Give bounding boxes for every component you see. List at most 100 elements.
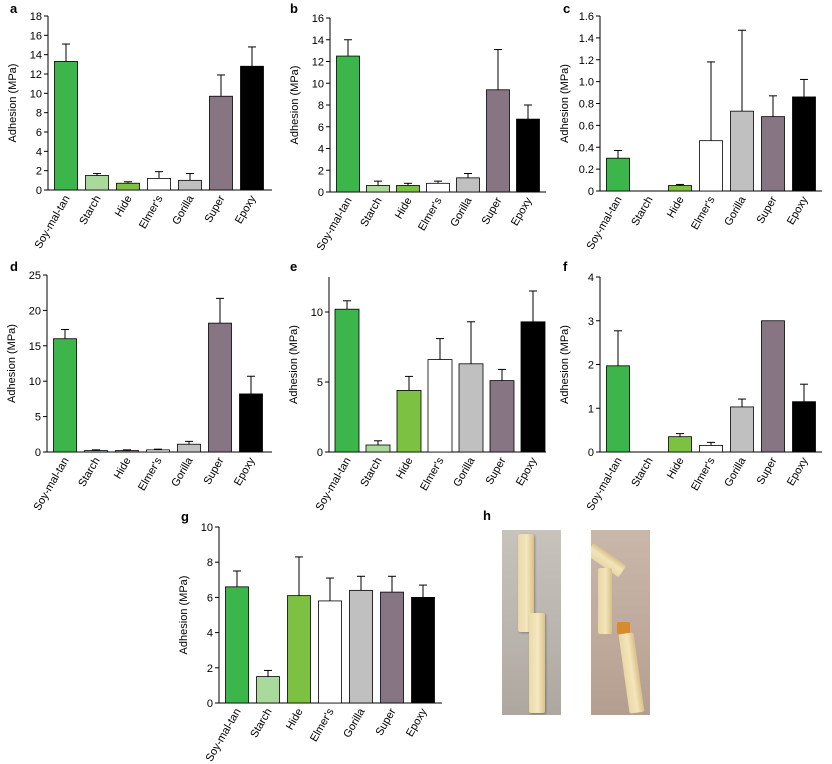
bar-gorilla bbox=[730, 110, 754, 192]
panel-label: e bbox=[290, 259, 297, 274]
bar-gorilla bbox=[458, 363, 484, 453]
bar-elmer-s bbox=[699, 140, 723, 192]
x-tick-label: Elmer's bbox=[308, 706, 337, 744]
x-tick-label: Epoxy bbox=[785, 455, 811, 488]
x-tick-label: Hide bbox=[394, 456, 416, 482]
y-tick-label: 2 bbox=[36, 166, 42, 178]
bar-gorilla bbox=[177, 443, 201, 453]
bar-elmer-s bbox=[699, 445, 723, 453]
x-tick-label: Starch bbox=[77, 194, 103, 228]
y-tick-label: 5 bbox=[35, 412, 41, 424]
x-tick-label: Starch bbox=[358, 196, 384, 230]
bar-super bbox=[486, 89, 510, 193]
bar-gorilla bbox=[456, 177, 480, 193]
x-tick-label: Super bbox=[484, 455, 509, 487]
bar-soy-mal-tan bbox=[336, 55, 360, 193]
y-tick-label: 2 bbox=[318, 165, 324, 177]
x-tick-label: Soy-mal-tan bbox=[314, 456, 354, 513]
y-tick-label: 18 bbox=[30, 11, 42, 23]
y-tick-label: 1.4 bbox=[579, 33, 594, 45]
y-tick-label: 6 bbox=[207, 592, 213, 604]
x-tick-label: Hide bbox=[113, 194, 135, 220]
panel-label: d bbox=[10, 259, 18, 274]
panel-label: c bbox=[563, 1, 570, 16]
bar-hide bbox=[396, 389, 422, 453]
bar-gorilla bbox=[178, 179, 202, 191]
x-tick-label: Soy-mal-tan bbox=[33, 194, 73, 251]
x-tick-label: Starch bbox=[629, 456, 655, 490]
x-tick-label: Hide bbox=[393, 196, 415, 222]
bar-hide bbox=[668, 185, 692, 192]
y-tick-label: 0 bbox=[35, 447, 41, 459]
y-tick-label: 3 bbox=[588, 316, 594, 328]
y-axis-label: Adhesion (MPa) bbox=[559, 64, 571, 143]
bar-epoxy bbox=[792, 401, 816, 453]
x-tick-label: Starch bbox=[358, 456, 384, 490]
bar-epoxy bbox=[792, 96, 816, 192]
wood-plank-lower bbox=[529, 613, 545, 713]
y-tick-label: 20 bbox=[29, 305, 41, 317]
chart-panel-f: f 0 1 2 3 4 Adhesion (MPa) Soy-mal-tan Starch Hid… bbox=[559, 259, 822, 513]
panel-label: g bbox=[181, 509, 189, 524]
x-tick-label: Gorilla bbox=[722, 455, 749, 489]
bar-hide bbox=[115, 450, 139, 453]
bar-hide bbox=[287, 595, 311, 704]
y-tick-label: 15 bbox=[29, 341, 41, 353]
bar-epoxy bbox=[240, 65, 264, 191]
y-tick-label: 1.0 bbox=[579, 77, 594, 89]
y-tick-label: 14 bbox=[312, 35, 324, 47]
bar-super bbox=[209, 95, 233, 191]
x-tick-label: Gorilla bbox=[451, 455, 478, 489]
panel-label-h: h bbox=[483, 508, 491, 523]
panel-label: f bbox=[563, 259, 568, 274]
y-tick-label: 0 bbox=[317, 447, 323, 459]
x-tick-label: Gorilla bbox=[341, 706, 368, 740]
y-tick-label: 25 bbox=[29, 270, 41, 282]
y-tick-label: 0 bbox=[588, 447, 594, 459]
x-tick-label: Starch bbox=[248, 707, 274, 741]
y-tick-label: 4 bbox=[36, 146, 42, 158]
x-tick-label: Soy-mal-tan bbox=[585, 195, 625, 252]
bar-elmer-s bbox=[318, 600, 342, 704]
y-axis-label: Adhesion (MPa) bbox=[289, 66, 301, 145]
bar-super bbox=[489, 380, 515, 453]
bar-soy-mal-tan bbox=[606, 157, 630, 192]
y-tick-label: 0 bbox=[318, 187, 324, 199]
chart-panel-e: e 0 5 10 Adhesion (MPa) Soy-mal-tan Starch Hide… bbox=[288, 259, 546, 513]
x-tick-label: Hide bbox=[665, 456, 687, 482]
x-tick-label: Gorilla bbox=[169, 455, 196, 489]
x-tick-label: Super bbox=[755, 194, 780, 226]
y-tick-label: 4 bbox=[588, 272, 594, 284]
y-axis-label: Adhesion (MPa) bbox=[6, 324, 18, 403]
y-tick-label: 0.6 bbox=[579, 120, 594, 132]
chart-panel-d: d 0 5 10 15 20 25 Adhesion (MPa) Soy-mal-tan Star… bbox=[6, 259, 272, 513]
bar-starch bbox=[366, 185, 390, 193]
panel-label: a bbox=[10, 1, 18, 16]
chart-panel-a: a 0 2 4 6 8 10 12 14 16 18 Adhesion (MPa) Soy-mal-ta… bbox=[7, 1, 272, 251]
x-tick-label: Epoxy bbox=[514, 455, 540, 488]
x-tick-label: Epoxy bbox=[785, 194, 811, 227]
y-tick-label: 12 bbox=[30, 69, 42, 81]
x-tick-label: Gorilla bbox=[722, 194, 749, 228]
bar-epoxy bbox=[520, 321, 546, 453]
y-tick-label: 10 bbox=[312, 78, 324, 90]
y-tick-label: 10 bbox=[30, 88, 42, 100]
y-tick-label: 16 bbox=[30, 30, 42, 42]
y-tick-label: 12 bbox=[312, 57, 324, 69]
x-tick-label: Hide bbox=[112, 456, 134, 482]
bar-epoxy bbox=[239, 393, 263, 453]
y-tick-label: 1.6 bbox=[579, 11, 594, 23]
y-tick-label: 0.2 bbox=[579, 164, 594, 176]
x-tick-label: Elmer's bbox=[136, 455, 165, 493]
bar-gorilla bbox=[730, 406, 754, 453]
x-tick-label: Soy-mal-tan bbox=[204, 707, 244, 764]
bar-starch bbox=[85, 175, 109, 191]
x-tick-label: Super bbox=[755, 455, 780, 487]
y-tick-label: 0.8 bbox=[579, 99, 594, 111]
bar-soy-mal-tan bbox=[53, 338, 77, 453]
y-tick-label: 0.4 bbox=[579, 142, 594, 154]
photo-after-test bbox=[591, 530, 650, 715]
x-tick-label: Epoxy bbox=[232, 455, 258, 488]
y-tick-label: 10 bbox=[29, 376, 41, 388]
